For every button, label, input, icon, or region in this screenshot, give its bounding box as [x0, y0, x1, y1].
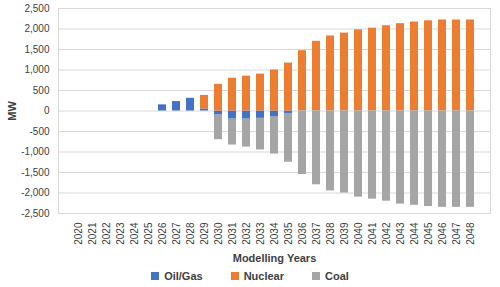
svg-text:1,000: 1,000: [24, 64, 49, 75]
svg-text:2025: 2025: [143, 222, 154, 245]
svg-text:2045: 2045: [423, 222, 434, 245]
svg-text:500: 500: [33, 85, 50, 96]
svg-text:Modelling Years: Modelling Years: [233, 252, 317, 264]
svg-text:-500: -500: [29, 126, 49, 137]
svg-text:2036: 2036: [297, 222, 308, 245]
svg-text:2035: 2035: [283, 222, 294, 245]
svg-text:2021: 2021: [87, 222, 98, 245]
svg-text:2032: 2032: [241, 222, 252, 245]
svg-text:2038: 2038: [325, 222, 336, 245]
svg-text:2037: 2037: [311, 222, 322, 245]
svg-text:-2,000: -2,000: [21, 187, 50, 198]
html-text:Nuclear: Nuclear: [243, 270, 284, 282]
svg-text:2048: 2048: [465, 222, 476, 245]
svg-text:-1,500: -1,500: [21, 167, 50, 178]
svg-text:2046: 2046: [437, 222, 448, 245]
svg-text:2020: 2020: [73, 222, 84, 245]
svg-text:1,500: 1,500: [24, 44, 49, 55]
html-text:Oil/Gas: Oil/Gas: [164, 270, 203, 282]
svg-text:2027: 2027: [171, 222, 182, 245]
html-text:Coal: Coal: [325, 270, 349, 282]
svg-text:2042: 2042: [381, 222, 392, 245]
svg-text:2043: 2043: [395, 222, 406, 245]
svg-text:2040: 2040: [353, 222, 364, 245]
svg-text:2023: 2023: [115, 222, 126, 245]
svg-text:2034: 2034: [269, 222, 280, 245]
svg-text:0: 0: [44, 105, 50, 116]
svg-text:MW: MW: [6, 101, 18, 121]
svg-text:2024: 2024: [129, 222, 140, 245]
svg-text:2033: 2033: [255, 222, 266, 245]
svg-text:2039: 2039: [339, 222, 350, 245]
svg-text:2,000: 2,000: [24, 23, 49, 34]
svg-text:2031: 2031: [227, 222, 238, 245]
svg-text:2026: 2026: [157, 222, 168, 245]
svg-text:2041: 2041: [367, 222, 378, 245]
svg-text:2029: 2029: [199, 222, 210, 245]
svg-text:2047: 2047: [451, 222, 462, 245]
svg-text:2022: 2022: [101, 222, 112, 245]
svg-text:-2,500: -2,500: [21, 208, 50, 219]
svg-text:2030: 2030: [213, 222, 224, 245]
svg-text:2,500: 2,500: [24, 3, 49, 14]
svg-text:-1,000: -1,000: [21, 146, 50, 157]
svg-text:2044: 2044: [409, 222, 420, 245]
svg-text:2028: 2028: [185, 222, 196, 245]
